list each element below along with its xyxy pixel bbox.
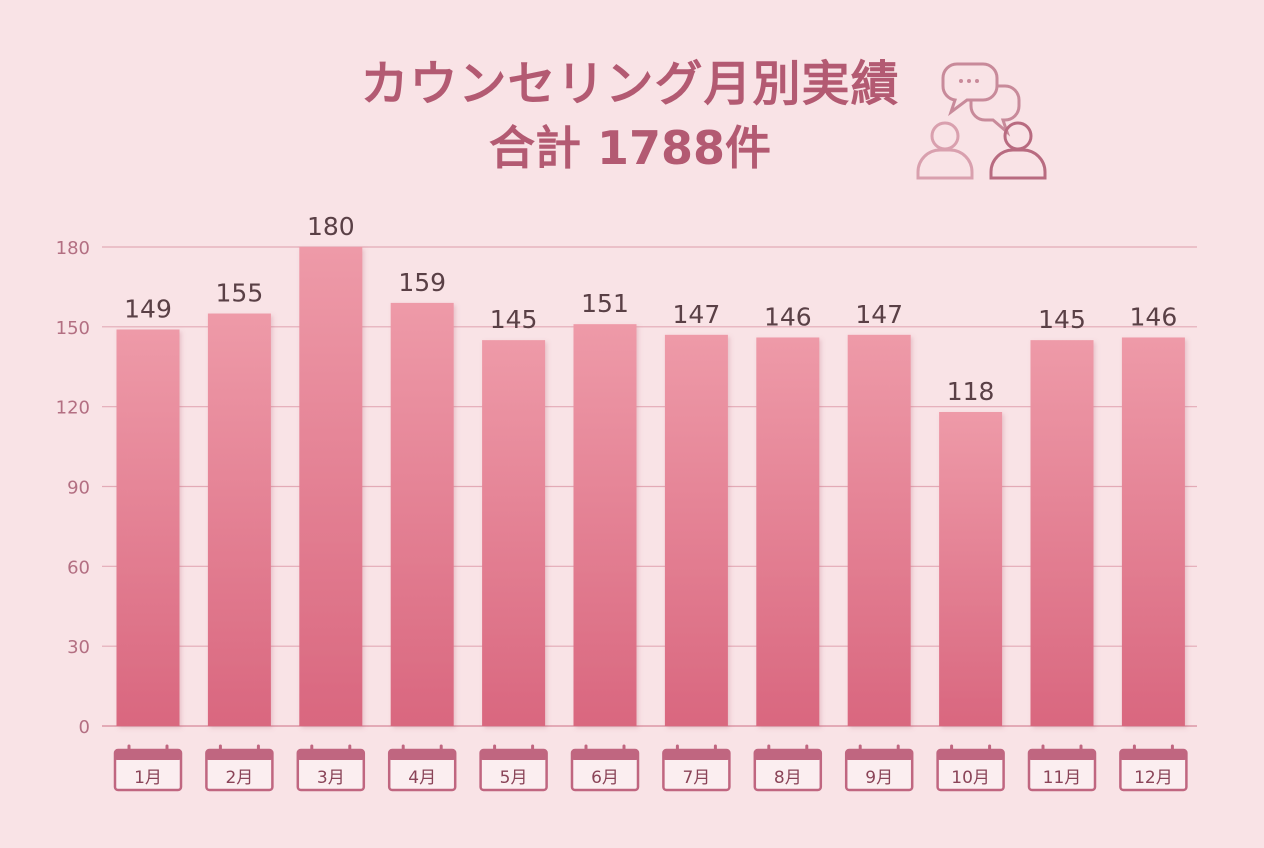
calendar-icon: 10月	[936, 744, 1005, 792]
data-labels: 149 155 180 159 145 151 147 146 147 118 145 146	[124, 212, 1177, 406]
chart-title-line1: カウンセリング月別実績	[360, 56, 900, 112]
x-tick-label: 2月	[225, 768, 253, 788]
calendar-icon: 7月	[662, 744, 731, 792]
calendar-icon: 6月	[570, 744, 640, 792]
x-tick-label: 11月	[1043, 768, 1082, 788]
calendar-header	[663, 750, 730, 760]
calendar-header	[937, 750, 1004, 760]
bar	[390, 302, 454, 726]
x-tick-label: 12月	[1134, 768, 1173, 788]
bar	[573, 324, 637, 726]
x-tick-label: 9月	[865, 768, 893, 788]
x-tick-label: 1月	[134, 768, 162, 788]
calendar-icon: 2月	[205, 744, 274, 792]
bar	[1030, 340, 1094, 726]
y-tick-label: 180	[56, 238, 90, 259]
x-axis-categories: 1月 2月 3月 4月 5月 6月 7月 8月 9月 10月 11月 12月	[113, 744, 1188, 792]
calendar-header	[1120, 750, 1187, 760]
y-tick-label: 60	[67, 557, 90, 578]
data-label: 145	[1038, 305, 1086, 334]
calendar-header	[846, 750, 913, 760]
bar	[207, 313, 271, 726]
chart-title-line2: 合計 1788件	[488, 121, 772, 175]
calendar-header	[1029, 750, 1095, 760]
y-tick-label: 150	[56, 318, 90, 339]
person-icon	[916, 121, 974, 180]
calendar-header	[297, 750, 364, 760]
data-label: 145	[490, 305, 538, 334]
bars	[116, 247, 1185, 726]
data-label: 147	[673, 300, 721, 329]
bar	[1121, 337, 1185, 726]
data-label: 149	[124, 294, 172, 323]
data-label: 155	[216, 279, 264, 308]
calendar-icon: 3月	[296, 744, 366, 792]
x-tick-label: 7月	[682, 768, 710, 788]
calendar-header	[206, 750, 273, 760]
data-label: 146	[764, 302, 812, 331]
bar	[482, 340, 546, 726]
x-tick-label: 6月	[591, 768, 619, 788]
calendar-header	[754, 750, 821, 760]
calendar-icon: 1月	[113, 744, 183, 792]
bar	[116, 329, 180, 726]
y-tick-label: 120	[56, 398, 90, 419]
bar	[756, 337, 820, 726]
calendar-header	[389, 750, 456, 760]
calendar-header	[480, 750, 547, 760]
chat-bubbles-icon	[941, 62, 1021, 137]
x-tick-label: 10月	[951, 768, 990, 788]
y-tick-label: 0	[79, 717, 90, 738]
x-tick-label: 4月	[408, 768, 436, 788]
y-axis-ticks: 0 30 60 90 120 150 180	[56, 238, 90, 738]
calendar-icon: 8月	[753, 744, 823, 792]
grid-lines	[102, 246, 1197, 727]
calendar-icon: 12月	[1119, 744, 1188, 792]
calendar-header	[115, 750, 181, 760]
bar	[299, 247, 363, 726]
y-tick-label: 90	[67, 478, 90, 499]
data-label: 147	[855, 300, 903, 329]
chart-title: カウンセリング月別実績 合計 1788件	[300, 52, 960, 178]
x-tick-label: 5月	[500, 768, 528, 788]
calendar-icon: 11月	[1027, 744, 1097, 792]
x-tick-label: 3月	[317, 768, 345, 788]
data-label: 118	[947, 377, 995, 406]
counseling-icons	[905, 60, 1055, 190]
person-icon	[989, 121, 1047, 180]
calendar-icon: 4月	[387, 744, 457, 792]
x-tick-label: 8月	[774, 768, 802, 788]
data-label: 159	[398, 268, 446, 297]
calendar-header	[572, 750, 638, 760]
bar	[939, 411, 1003, 726]
data-label: 151	[581, 289, 629, 318]
calendar-icon: 5月	[479, 744, 548, 792]
bar	[847, 334, 911, 726]
y-tick-label: 30	[67, 637, 90, 658]
data-label: 146	[1130, 302, 1178, 331]
bar	[664, 334, 728, 726]
data-label: 180	[307, 212, 355, 241]
calendar-icon: 9月	[844, 744, 914, 792]
